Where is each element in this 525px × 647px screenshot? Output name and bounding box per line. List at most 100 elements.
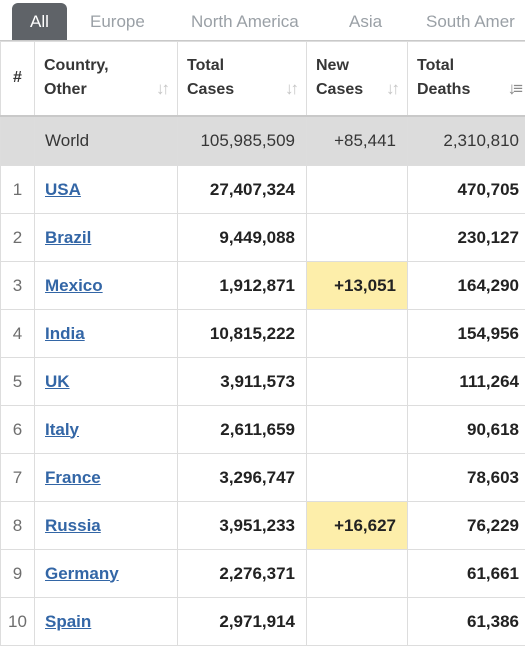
- total-cases-cell: 3,951,233: [177, 501, 307, 550]
- country-link[interactable]: Russia: [45, 515, 101, 535]
- sort-desc-icon[interactable]: ↓≡: [507, 79, 524, 98]
- country-link[interactable]: India: [45, 323, 85, 343]
- country-header-line2: Other: [44, 81, 87, 99]
- new-cases-header[interactable]: New Cases ↓↑: [306, 41, 408, 117]
- region-tabs: All Europe North America Asia South Amer: [0, 0, 525, 41]
- country-rows: 1 USA 27,407,324 470,705 2 Brazil 9,449,088 230…: [0, 165, 525, 646]
- table-row: 4 India 10,815,222 154,956: [0, 309, 525, 358]
- country-link[interactable]: Germany: [45, 563, 119, 583]
- table-row: 5 UK 3,911,573 111,264: [0, 357, 525, 406]
- country-cell: UK: [34, 357, 178, 406]
- country-cell: Spain: [34, 597, 178, 646]
- table-row: 10 Spain 2,971,914 61,386: [0, 597, 525, 646]
- total-cases-cell: 2,276,371: [177, 549, 307, 598]
- total-deaths-header-line1: Total: [417, 57, 455, 75]
- country-cell: USA: [34, 165, 178, 214]
- table-row: 1 USA 27,407,324 470,705: [0, 165, 525, 214]
- table-row: 3 Mexico 1,912,871 +13,051 164,290: [0, 261, 525, 310]
- table-row: 8 Russia 3,951,233 +16,627 76,229: [0, 501, 525, 550]
- total-deaths-cell: 76,229: [407, 501, 525, 550]
- total-deaths-cell: 230,127: [407, 213, 525, 262]
- total-deaths-header-line2: Deaths: [417, 81, 471, 99]
- total-cases-cell: 3,296,747: [177, 453, 307, 502]
- sort-arrows-icon[interactable]: ↓↑: [156, 79, 170, 98]
- world-rank-cell: [0, 115, 35, 166]
- total-cases-cell: 3,911,573: [177, 357, 307, 406]
- world-new-cases: +85,441: [306, 115, 408, 166]
- table-row: 6 Italy 2,611,659 90,618: [0, 405, 525, 454]
- world-row: World 105,985,509 +85,441 2,310,810: [0, 115, 525, 166]
- sort-arrows-icon[interactable]: ↓↑: [285, 79, 299, 98]
- rank-cell: 1: [0, 165, 35, 214]
- country-link[interactable]: UK: [45, 371, 70, 391]
- country-cell: France: [34, 453, 178, 502]
- country-cell: India: [34, 309, 178, 358]
- table-header-row: # Country, Other ↓↑ Total Cases ↓↑ New C…: [0, 41, 525, 117]
- total-cases-cell: 1,912,871: [177, 261, 307, 310]
- country-link[interactable]: Brazil: [45, 227, 92, 247]
- total-deaths-cell: 154,956: [407, 309, 525, 358]
- total-deaths-cell: 470,705: [407, 165, 525, 214]
- new-cases-cell: [306, 309, 408, 358]
- tab-north-america[interactable]: North America: [191, 12, 299, 31]
- rank-cell: 9: [0, 549, 35, 598]
- tab-all[interactable]: All: [12, 3, 67, 40]
- total-cases-cell: 2,971,914: [177, 597, 307, 646]
- country-cell: Germany: [34, 549, 178, 598]
- country-cell: Mexico: [34, 261, 178, 310]
- rank-cell: 10: [0, 597, 35, 646]
- world-total-cases: 105,985,509: [177, 115, 307, 166]
- country-cell: Russia: [34, 501, 178, 550]
- table-row: 9 Germany 2,276,371 61,661: [0, 549, 525, 598]
- world-label: World: [34, 115, 178, 166]
- total-cases-cell: 9,449,088: [177, 213, 307, 262]
- total-cases-header[interactable]: Total Cases ↓↑: [177, 41, 307, 117]
- country-cell: Italy: [34, 405, 178, 454]
- new-cases-header-line2: Cases: [316, 81, 364, 99]
- country-link[interactable]: Italy: [45, 419, 80, 439]
- new-cases-cell: [306, 165, 408, 214]
- total-deaths-cell: 164,290: [407, 261, 525, 310]
- total-deaths-cell: 61,661: [407, 549, 525, 598]
- country-header[interactable]: Country, Other ↓↑: [34, 41, 178, 117]
- rank-cell: 4: [0, 309, 35, 358]
- new-cases-cell: [306, 405, 408, 454]
- table-row: 7 France 3,296,747 78,603: [0, 453, 525, 502]
- table-row: 2 Brazil 9,449,088 230,127: [0, 213, 525, 262]
- rank-cell: 5: [0, 357, 35, 406]
- rank-cell: 6: [0, 405, 35, 454]
- total-cases-header-line2: Cases: [187, 81, 235, 99]
- new-cases-cell: [306, 597, 408, 646]
- tab-south-america[interactable]: South Amer: [426, 12, 515, 31]
- rank-cell: 2: [0, 213, 35, 262]
- tab-asia[interactable]: Asia: [349, 12, 383, 31]
- rank-cell: 3: [0, 261, 35, 310]
- country-link[interactable]: Mexico: [45, 275, 103, 295]
- country-header-line1: Country,: [44, 57, 109, 75]
- new-cases-cell: +16,627: [306, 501, 408, 550]
- rank-cell: 7: [0, 453, 35, 502]
- rank-cell: 8: [0, 501, 35, 550]
- new-cases-cell: [306, 549, 408, 598]
- new-cases-cell: +13,051: [306, 261, 408, 310]
- total-cases-cell: 2,611,659: [177, 405, 307, 454]
- country-cell: Brazil: [34, 213, 178, 262]
- total-deaths-header[interactable]: Total Deaths ↓≡: [407, 41, 525, 117]
- total-cases-header-line1: Total: [187, 57, 225, 75]
- countries-table: # Country, Other ↓↑ Total Cases ↓↑ New C…: [0, 41, 525, 646]
- total-deaths-cell: 90,618: [407, 405, 525, 454]
- country-link[interactable]: USA: [45, 179, 81, 199]
- country-link[interactable]: France: [45, 467, 101, 487]
- total-deaths-cell: 78,603: [407, 453, 525, 502]
- total-cases-cell: 10,815,222: [177, 309, 307, 358]
- total-deaths-cell: 111,264: [407, 357, 525, 406]
- total-cases-cell: 27,407,324: [177, 165, 307, 214]
- new-cases-cell: [306, 213, 408, 262]
- new-cases-cell: [306, 453, 408, 502]
- rank-header: #: [0, 41, 35, 117]
- tab-europe[interactable]: Europe: [90, 12, 145, 31]
- sort-arrows-icon[interactable]: ↓↑: [386, 79, 400, 98]
- total-deaths-cell: 61,386: [407, 597, 525, 646]
- country-link[interactable]: Spain: [45, 611, 92, 631]
- world-total-deaths: 2,310,810: [407, 115, 525, 166]
